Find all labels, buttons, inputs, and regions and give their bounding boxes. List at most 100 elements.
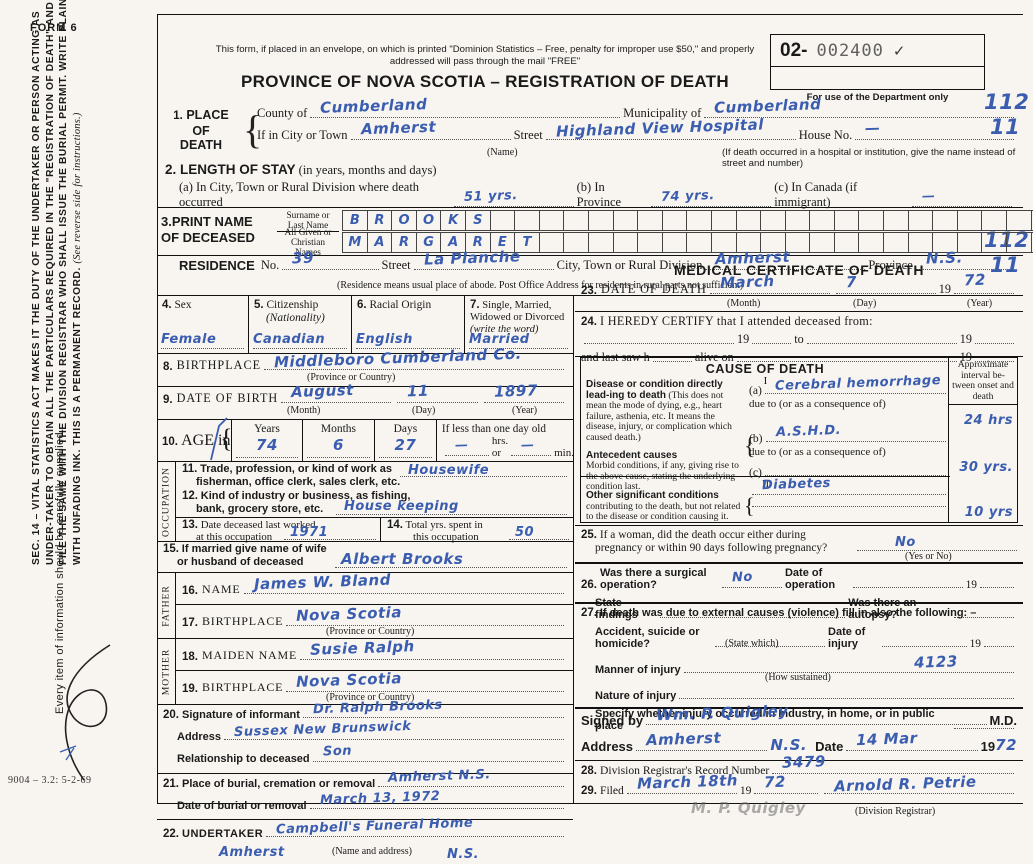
- name-grid-cell[interactable]: O: [415, 210, 441, 231]
- municipality-field[interactable]: Cumberland: [704, 95, 1015, 118]
- other-conditions-field-2[interactable]: [752, 506, 946, 507]
- last-worked-value[interactable]: 1971: [290, 525, 329, 540]
- name-grid-cell[interactable]: R: [366, 210, 392, 231]
- interval-other-value[interactable]: 10 yrs: [964, 505, 1013, 520]
- name-grid-cell[interactable]: [833, 210, 859, 231]
- accident-type-field[interactable]: [715, 646, 826, 647]
- name-grid-cell[interactable]: [563, 232, 588, 253]
- registrar-signature-field[interactable]: Arnold R. Petrie: [824, 773, 1014, 795]
- injury-place-field[interactable]: [954, 728, 1014, 729]
- name-grid-cell[interactable]: G: [415, 232, 441, 253]
- name-grid-cell[interactable]: [932, 210, 957, 231]
- name-grid-cell[interactable]: M: [342, 232, 367, 253]
- manner-of-injury-field[interactable]: 4123: [683, 652, 1014, 673]
- birthplace-field[interactable]: Middleboro Cumberland Co.: [264, 345, 564, 371]
- last-saw-blank[interactable]: [652, 361, 692, 362]
- informant-sig-field[interactable]: Dr. Ralph Brooks: [302, 698, 564, 718]
- name-grid-cell[interactable]: [981, 210, 1007, 231]
- mother-birthplace-field[interactable]: Nova Scotia: [286, 669, 564, 692]
- name-grid-cell[interactable]: [907, 232, 933, 253]
- autopsy-field[interactable]: [954, 617, 1014, 618]
- interval-a-value[interactable]: 24 hrs: [963, 413, 1013, 428]
- name-grid-cell[interactable]: [661, 232, 687, 253]
- spouse-value[interactable]: Albert Brooks: [341, 550, 464, 568]
- age-years-value[interactable]: 74: [256, 436, 278, 454]
- birth-month-field[interactable]: August: [281, 381, 392, 403]
- name-grid-cell[interactable]: [1030, 232, 1033, 253]
- city-field[interactable]: Amherst: [350, 118, 511, 140]
- name-grid-cell[interactable]: [956, 210, 982, 231]
- name-grid-cell[interactable]: [587, 232, 613, 253]
- street-field[interactable]: Highland View Hospital: [545, 115, 796, 141]
- name-grid-cell[interactable]: [883, 210, 908, 231]
- birth-year-field[interactable]: 1897: [483, 381, 564, 403]
- racial-origin-value[interactable]: English: [356, 332, 413, 347]
- name-grid-cell[interactable]: O: [391, 210, 416, 231]
- name-grid-cell[interactable]: [981, 232, 1007, 253]
- age-months-value[interactable]: 6: [332, 436, 344, 454]
- doctor-address-field[interactable]: Amherst: [636, 729, 768, 751]
- burial-date-field[interactable]: March 13, 1972: [309, 789, 564, 809]
- name-grid-cell[interactable]: [932, 232, 957, 253]
- name-grid-cell[interactable]: [587, 210, 613, 231]
- name-grid-cell[interactable]: [612, 210, 638, 231]
- attended-to-field[interactable]: [806, 343, 957, 344]
- registrar-record-field[interactable]: 3479: [772, 752, 1014, 774]
- trade-value[interactable]: Housewife: [408, 463, 490, 478]
- name-grid-cell[interactable]: [612, 232, 638, 253]
- residence-street-field[interactable]: La Planche: [413, 247, 554, 270]
- pregnancy-value[interactable]: No: [895, 535, 916, 550]
- mother-maiden-field[interactable]: Susie Ralph: [300, 637, 564, 660]
- name-grid-cell[interactable]: R: [391, 232, 416, 253]
- name-grid-cell[interactable]: [489, 210, 515, 231]
- residence-province-field[interactable]: N.S.: [915, 248, 1012, 270]
- informant-addr-field[interactable]: Sussex New Brunswick: [224, 719, 564, 740]
- stay-canada-field[interactable]: —: [912, 189, 1012, 207]
- total-yrs-value[interactable]: 50: [515, 525, 535, 540]
- residence-no-field[interactable]: 39: [282, 249, 379, 270]
- name-grid-cell[interactable]: [760, 210, 785, 231]
- name-grid-cell[interactable]: A: [366, 232, 392, 253]
- name-grid-cell[interactable]: [1006, 210, 1031, 231]
- state-findings-field[interactable]: [660, 617, 846, 618]
- informant-rel-field[interactable]: Son: [312, 743, 564, 762]
- name-grid-cell[interactable]: [538, 232, 564, 253]
- father-name-field[interactable]: James W. Bland: [243, 571, 564, 594]
- name-grid-cell[interactable]: [735, 232, 761, 253]
- age-days-value[interactable]: 27: [394, 436, 417, 454]
- operation-date-field[interactable]: [852, 587, 963, 588]
- alive-on-field[interactable]: [736, 361, 957, 362]
- name-grid-cell[interactable]: S: [464, 210, 490, 231]
- name-grid-cell[interactable]: [760, 232, 785, 253]
- other-conditions-field[interactable]: Diabetes: [752, 476, 946, 495]
- name-grid-cell[interactable]: [538, 210, 564, 231]
- cause-a-field[interactable]: Cerebral hemorrhage: [764, 373, 946, 394]
- name-grid-cell[interactable]: [858, 232, 884, 253]
- operation-year-field[interactable]: [980, 587, 1014, 588]
- birth-day-field[interactable]: 11: [397, 382, 478, 403]
- name-grid-cell[interactable]: [661, 210, 687, 231]
- death-year-field[interactable]: 72: [953, 271, 1014, 294]
- name-grid-cell[interactable]: [1006, 232, 1031, 253]
- death-day-field[interactable]: 7: [835, 273, 936, 294]
- name-grid-cell[interactable]: [514, 210, 539, 231]
- alive-on-year-field[interactable]: [974, 361, 1015, 362]
- name-grid-cell[interactable]: [784, 210, 810, 231]
- name-grid-cell[interactable]: [637, 210, 662, 231]
- name-grid-cell[interactable]: T: [514, 232, 539, 253]
- name-grid-cell[interactable]: B: [342, 210, 367, 231]
- name-grid-cell[interactable]: [563, 210, 588, 231]
- name-grid-cell[interactable]: [833, 232, 859, 253]
- residence-city-field[interactable]: Amherst: [705, 248, 866, 270]
- filed-date-field[interactable]: March 18th: [626, 771, 738, 794]
- injury-date-field[interactable]: [881, 646, 967, 647]
- stay-province-field[interactable]: 74 yrs.: [651, 188, 772, 207]
- citizenship-value[interactable]: Canadian: [253, 332, 326, 347]
- name-grid-cell[interactable]: E: [489, 232, 515, 253]
- death-month-field[interactable]: March: [709, 272, 830, 294]
- stay-city-field[interactable]: 51 yrs.: [453, 188, 574, 207]
- name-grid-cell[interactable]: A: [440, 232, 465, 253]
- injury-year-field[interactable]: [984, 646, 1014, 647]
- age-min-field[interactable]: —: [511, 438, 552, 456]
- attended-from-field[interactable]: [584, 343, 734, 344]
